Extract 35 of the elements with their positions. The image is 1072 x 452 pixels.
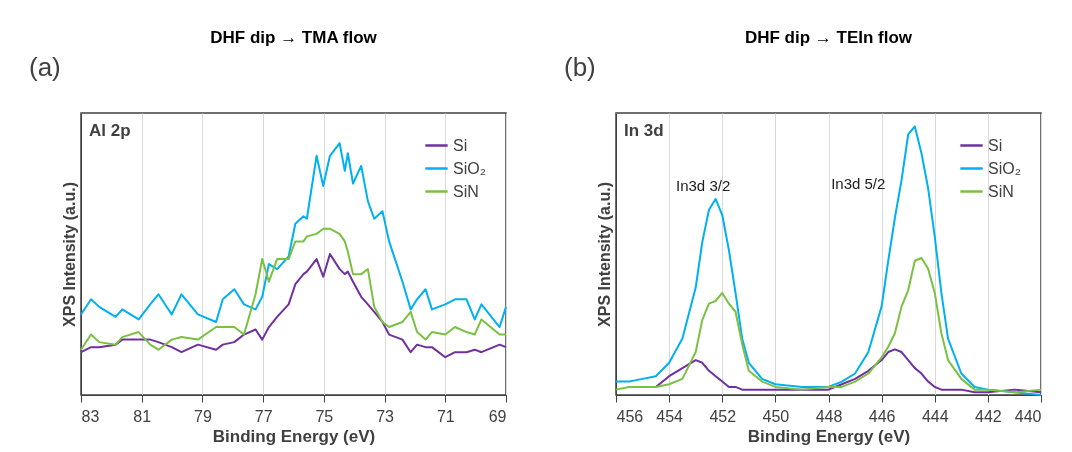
- text: (b): [564, 52, 596, 82]
- y-axis-title: XPS Intensity (a.u.): [595, 182, 613, 327]
- x-tick-label: 75: [315, 407, 334, 425]
- legend-label: SiO₂: [988, 159, 1021, 177]
- legend-label: SiN: [988, 182, 1014, 200]
- x-tick-label: 454: [656, 407, 684, 425]
- x-tick-label: 79: [194, 407, 212, 425]
- x-tick-label: 71: [436, 407, 455, 425]
- x-tick-label: 442: [975, 407, 1002, 425]
- x-tick-label: 452: [709, 407, 737, 425]
- x-tick-label: 77: [254, 407, 273, 425]
- x-tick-label: 83: [81, 407, 100, 425]
- x-tick-label: 448: [815, 407, 843, 425]
- text: Al 2p: [89, 121, 131, 140]
- chart-title: DHF dip → TMA flow: [210, 28, 378, 47]
- x-tick-label: 440: [1014, 407, 1042, 425]
- x-tick-label: 73: [376, 407, 395, 425]
- legend-label: Si: [988, 136, 1003, 154]
- legend-label: SiN: [453, 182, 479, 200]
- x-tick-label: 69: [488, 407, 507, 425]
- x-axis-title: Binding Energy (eV): [747, 426, 911, 446]
- x-tick-label: 444: [921, 407, 949, 425]
- annotation: In3d 3/2: [676, 177, 731, 195]
- x-tick-label: 81: [133, 407, 152, 425]
- x-tick-label: 446: [868, 407, 896, 425]
- legend-label: SiO₂: [453, 159, 486, 177]
- annotation: In 3d: [624, 121, 664, 140]
- y-axis-title: XPS Intensity (a.u.): [60, 182, 78, 327]
- x-tick-label: 456: [616, 407, 644, 425]
- x-tick-label: 450: [762, 407, 790, 425]
- text: (a): [29, 52, 61, 82]
- chart-title: DHF dip → TEIn flow: [744, 28, 913, 47]
- x-axis-title: Binding Energy (eV): [212, 426, 376, 446]
- legend-label: Si: [453, 136, 468, 154]
- annotation: In3d 5/2: [831, 174, 886, 192]
